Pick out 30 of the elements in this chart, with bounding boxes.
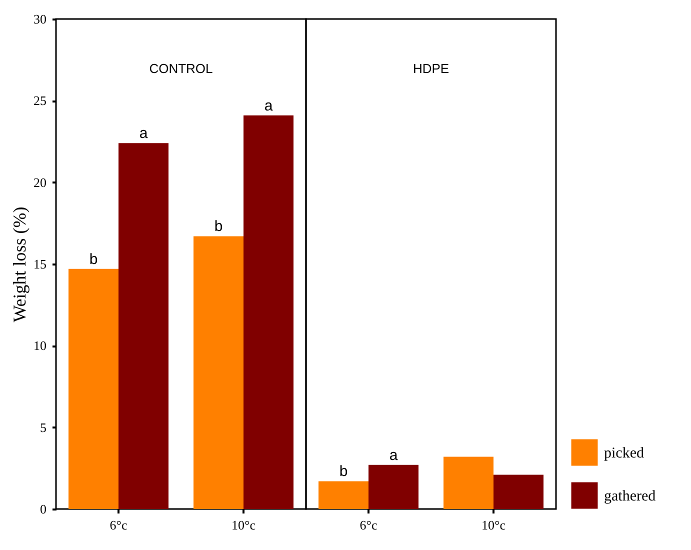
- y-tick-label: 10: [34, 338, 46, 354]
- y-tick-label: 15: [34, 256, 46, 272]
- annotation: b: [89, 250, 98, 268]
- x-tick-label: 10°c: [482, 518, 506, 532]
- annotation: a: [389, 446, 398, 464]
- bar: [444, 456, 494, 509]
- y-tick-label: 0: [40, 502, 46, 516]
- bar: [368, 464, 418, 509]
- text: HDPE: [412, 61, 450, 76]
- bar: [494, 474, 544, 509]
- bar: [118, 143, 168, 509]
- y-axis-title: Weight loss (%): [10, 206, 30, 322]
- text: CONTROL: [149, 61, 213, 76]
- annotation: a: [139, 125, 148, 142]
- x-tick-label: 6°c: [360, 518, 378, 532]
- legend-label: picked: [604, 446, 644, 462]
- y-tick-label: 25: [34, 93, 46, 108]
- bar: [194, 236, 244, 509]
- annotation: b: [214, 218, 223, 236]
- legend-label: gathered: [604, 488, 656, 504]
- bar: [68, 268, 118, 509]
- annotation: a: [264, 97, 274, 114]
- bar: [244, 115, 294, 509]
- bar: [318, 481, 368, 509]
- y-tick-label: 30: [34, 12, 46, 26]
- y-tick-label: 5: [40, 420, 46, 435]
- x-tick-label: 10°c: [232, 518, 256, 532]
- annotation: b: [339, 463, 348, 480]
- x-tick-label: 6°c: [110, 518, 128, 532]
- y-tick-label: 20: [34, 174, 46, 190]
